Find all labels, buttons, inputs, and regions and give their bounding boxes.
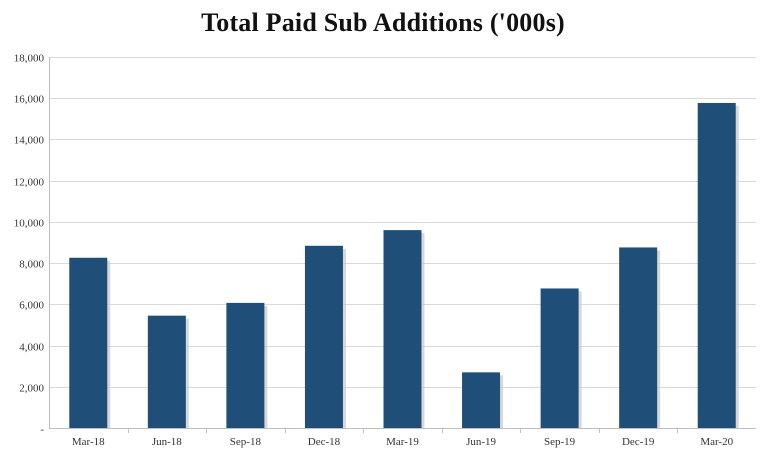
y-tick-label: 14,000 [14,135,45,147]
y-tick-label: 18,000 [14,53,45,65]
x-tick-label: Dec-19 [622,436,655,448]
x-tick-label: Mar-19 [386,436,419,448]
y-tick-label: 6,000 [19,300,44,312]
y-tick-label: 12,000 [14,177,45,189]
bar-sep-18 [226,302,265,428]
bar-mar-20 [697,102,736,429]
y-tick-label: 2,000 [19,383,44,395]
bar-jun-18 [147,315,186,428]
bar-sep-19 [540,288,579,428]
y-tick-label: 10,000 [14,218,45,230]
x-tick-label: Mar-18 [72,436,105,448]
bar-dec-18 [304,245,343,428]
axes [49,57,756,429]
y-tick-label: 4,000 [19,342,44,354]
y-tick-label: 16,000 [14,94,45,106]
x-tick-label: Dec-18 [308,436,341,448]
bar-mar-18 [69,257,108,428]
bar-jun-19 [462,372,501,428]
bars [69,102,739,429]
chart-title: Total Paid Sub Additions ('000s) [201,8,565,37]
bar-dec-19 [619,247,658,428]
y-tick-label: 8,000 [19,259,44,271]
x-tick-label: Jun-18 [152,436,182,448]
x-tick-label: Jun-19 [466,436,496,448]
bar-mar-19 [383,230,422,428]
x-axis-ticks: Mar-18 Jun-18 Sep-18 Dec-18 Mar-19 Jun-19 Sep-… [72,428,734,448]
x-tick-label: Mar-20 [700,436,733,448]
x-tick-label: Sep-18 [230,436,262,448]
x-tick-label: Sep-19 [544,436,576,448]
y-tick-label: - [40,424,44,436]
y-axis-ticks: - 2,000 4,000 6,000 8,000 10,000 12,000 14,000 1… [14,53,45,436]
